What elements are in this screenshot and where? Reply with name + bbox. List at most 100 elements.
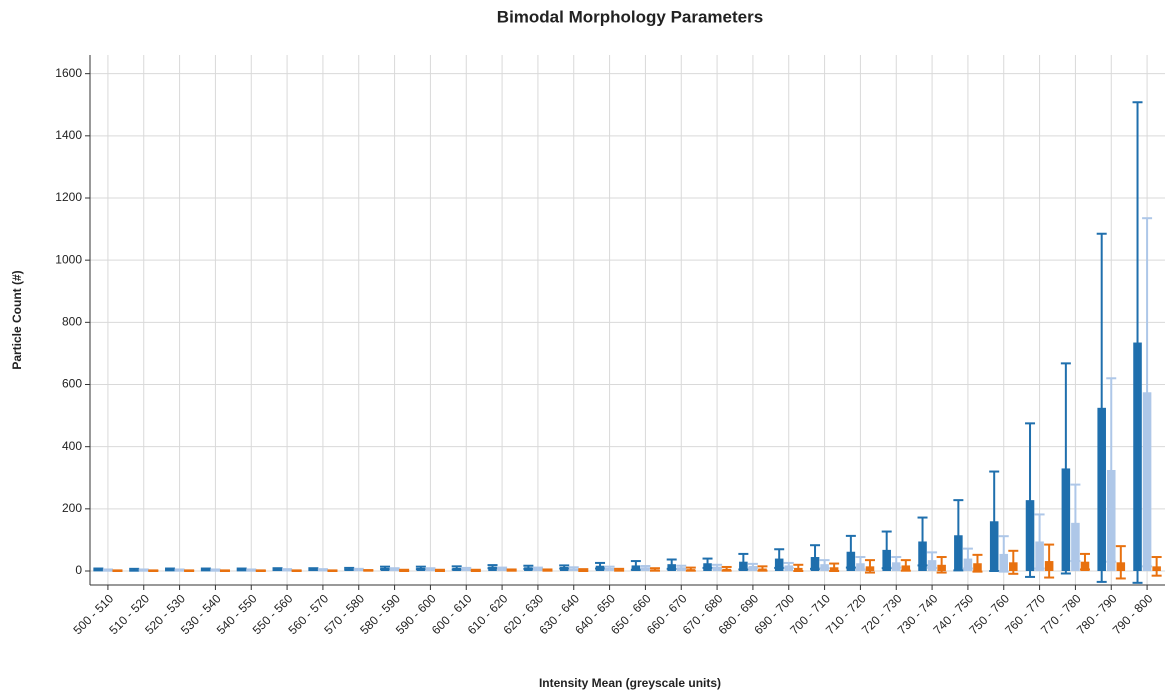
error-bar — [783, 561, 794, 569]
error-bar — [327, 569, 338, 573]
error-bar — [855, 556, 866, 571]
error-bar — [470, 568, 481, 573]
error-bar — [344, 566, 355, 571]
y-tick-label: 0 — [75, 563, 82, 577]
error-bar — [578, 568, 589, 573]
error-bar — [272, 567, 283, 572]
y-tick-label: 600 — [62, 377, 82, 391]
error-bar — [989, 470, 1000, 573]
error-bar — [747, 562, 758, 570]
error-bar — [1151, 556, 1162, 577]
chart-title: Bimodal Morphology Parameters — [497, 7, 763, 26]
error-bar — [881, 530, 892, 570]
error-bar — [685, 566, 696, 572]
error-bar — [972, 553, 983, 573]
error-bar — [461, 566, 472, 571]
error-bar — [810, 544, 821, 570]
error-bar — [389, 567, 400, 572]
error-bar — [184, 569, 195, 573]
y-tick-label: 200 — [62, 501, 82, 515]
error-bar — [363, 569, 374, 572]
error-bar — [1060, 362, 1071, 575]
error-bar — [738, 552, 749, 571]
error-bar — [666, 558, 677, 570]
error-bar — [649, 567, 660, 572]
error-bar — [148, 569, 159, 573]
error-bar — [210, 568, 221, 572]
error-bar — [399, 568, 410, 573]
error-bar — [425, 567, 436, 572]
error-bar — [559, 564, 570, 570]
error-bar — [291, 569, 302, 573]
error-bar — [282, 568, 293, 572]
error-bar — [712, 563, 723, 570]
error-bar — [93, 567, 104, 572]
y-tick-label: 800 — [62, 315, 82, 329]
error-bar — [112, 569, 123, 573]
error-bar — [219, 569, 230, 573]
error-bar — [542, 568, 553, 572]
error-bar — [523, 564, 534, 570]
error-bar — [962, 547, 973, 570]
error-bar — [1132, 101, 1143, 584]
y-tick-label: 400 — [62, 439, 82, 453]
error-bar — [138, 568, 149, 572]
error-bar — [434, 568, 445, 573]
error-bar — [927, 551, 938, 569]
error-bar — [165, 567, 176, 572]
error-bar — [793, 563, 804, 573]
error-bar — [1070, 483, 1081, 563]
error-bar — [1096, 232, 1107, 583]
error-bar — [721, 565, 732, 572]
error-bar — [1142, 217, 1153, 568]
error-bar — [702, 557, 713, 569]
error-bar — [174, 568, 185, 572]
error-bar — [1034, 513, 1045, 570]
y-tick-label: 1400 — [55, 128, 82, 142]
error-bar — [255, 569, 266, 573]
error-bar — [415, 565, 426, 571]
error-bar — [1008, 549, 1019, 575]
error-bar — [900, 559, 911, 572]
error-bar — [757, 565, 768, 572]
error-bar — [829, 562, 840, 573]
error-bar — [487, 564, 498, 570]
error-bar — [497, 566, 508, 571]
error-bar — [353, 567, 364, 572]
y-tick-label: 1200 — [55, 190, 82, 204]
error-bar — [998, 535, 1009, 573]
error-bar — [845, 534, 856, 569]
error-bar — [1079, 552, 1090, 571]
x-tick-label: 790 - 800 — [1110, 591, 1156, 637]
error-bar — [102, 568, 113, 572]
error-bar — [630, 560, 641, 571]
error-bar — [774, 548, 785, 569]
error-bar — [953, 499, 964, 572]
error-bar — [676, 564, 687, 570]
error-bar — [568, 566, 579, 571]
error-bar — [917, 516, 928, 567]
error-bar — [317, 568, 328, 572]
error-bar — [640, 565, 651, 570]
error-bar — [380, 565, 391, 571]
y-tick-label: 1600 — [55, 66, 82, 80]
error-bar — [451, 565, 462, 571]
error-bar — [129, 567, 140, 572]
x-axis-label: Intensity Mean (greyscale units) — [539, 676, 721, 690]
error-bar — [506, 568, 517, 572]
error-bar — [246, 568, 257, 572]
y-tick-label: 1000 — [55, 252, 82, 266]
error-bar — [864, 559, 875, 574]
error-bar — [532, 566, 543, 571]
error-bar — [891, 556, 902, 569]
error-bar — [819, 559, 830, 570]
error-bar — [1106, 377, 1117, 563]
error-bar — [614, 567, 625, 572]
error-bar — [1115, 545, 1126, 580]
error-bar — [604, 565, 615, 571]
error-bar — [1025, 422, 1036, 578]
error-bar — [936, 556, 947, 574]
error-bar — [200, 567, 211, 572]
error-bar — [1044, 543, 1055, 579]
